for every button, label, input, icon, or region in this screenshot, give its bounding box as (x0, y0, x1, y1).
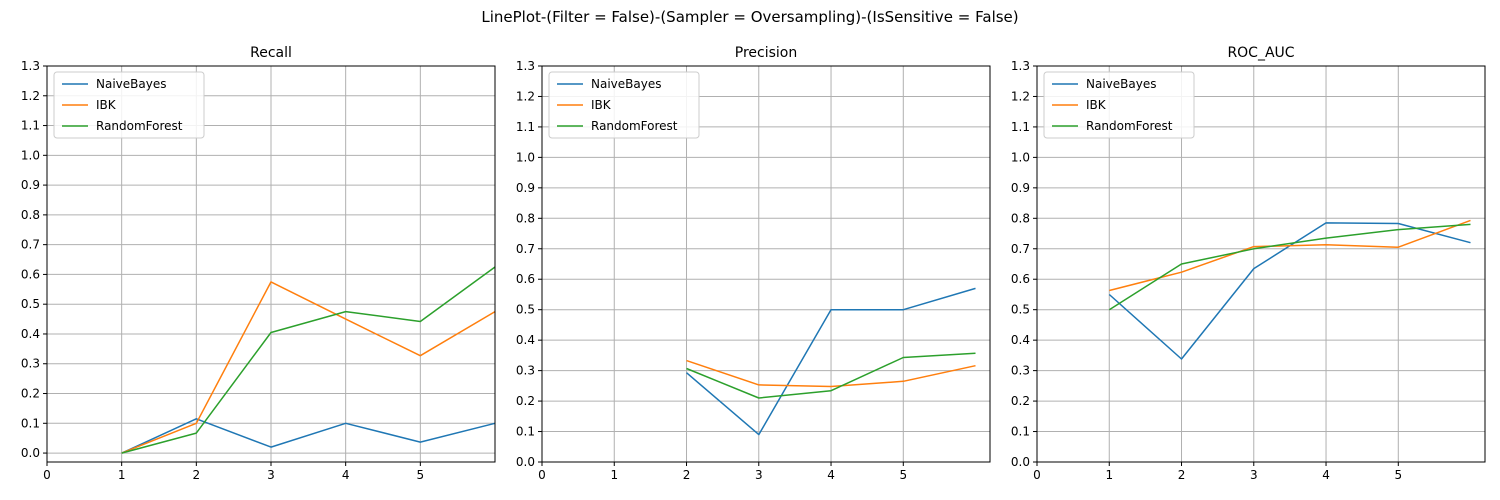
legend-box (53, 71, 205, 139)
legend-label: NaiveBayes (96, 77, 166, 91)
y-tick-label: 1.2 (516, 89, 535, 103)
x-tick-label: 3 (267, 468, 275, 482)
x-tick-label: 1 (118, 468, 126, 482)
x-tick-label: 4 (1322, 468, 1330, 482)
roc-auc-panel: ROC_AUC 0 1 2 3 4 5 0.0 0.1 0.2 0.3 0.4 0.5 0.6 0.7 0.8… (1011, 45, 1486, 482)
y-tick-label: 0.9 (21, 178, 40, 192)
y-tick-label: 1.0 (1011, 150, 1030, 164)
y-tick-label: 0.9 (1011, 181, 1030, 195)
y-tick-label: 1.0 (21, 148, 40, 162)
legend: NaiveBayes IBK RandomForest (53, 71, 205, 139)
axes-frame (541, 65, 991, 463)
legend-label: NaiveBayes (1086, 77, 1156, 91)
y-tick-label: 0.0 (1011, 455, 1030, 469)
legend-label: IBK (591, 98, 612, 112)
x-tick-label: 5 (417, 468, 425, 482)
x-tick-label: 0 (538, 468, 546, 482)
x-tick-label: 0 (43, 468, 51, 482)
y-tick-label: 0.8 (516, 211, 535, 225)
y-tick-label: 1.3 (516, 59, 535, 73)
x-tick-label: 5 (1394, 468, 1402, 482)
y-tick-label: 1.0 (516, 150, 535, 164)
x-tick-label: 2 (1178, 468, 1186, 482)
x-tick-label: 0 (1033, 468, 1041, 482)
x-tick-label: 2 (193, 468, 201, 482)
series-line-naivebayes (121, 418, 496, 454)
y-tick-label: 0.2 (1011, 394, 1030, 408)
y-tick-label: 1.3 (1011, 59, 1030, 73)
x-tick-label: 4 (827, 468, 835, 482)
y-tick-label: 0.3 (21, 357, 40, 371)
y-tick-label: 0.7 (516, 242, 535, 256)
series-line-ibk (121, 281, 496, 454)
recall-panel: Recall 0 1 2 3 4 5 0.0 0.1 0.2 0.3 0.4 0.5 0.6 0.7 0.8 0… (21, 45, 496, 482)
y-tick-label: 1.1 (1011, 120, 1030, 134)
x-tick-label: 4 (342, 468, 350, 482)
legend: NaiveBayes IBK RandomForest (1043, 71, 1195, 139)
y-tick-label: 1.1 (21, 119, 40, 133)
y-tick-label: 0.5 (21, 297, 40, 311)
y-tick-label: 0.8 (1011, 211, 1030, 225)
y-tick-label: 0.2 (516, 394, 535, 408)
legend-label: RandomForest (591, 119, 678, 133)
y-tick-label: 1.1 (516, 120, 535, 134)
y-tick-label: 0.1 (21, 416, 40, 430)
y-tick-label: 0.9 (516, 181, 535, 195)
legend-label: IBK (96, 98, 117, 112)
series-line-naivebayes (686, 287, 976, 436)
y-tick-label: 0.0 (516, 455, 535, 469)
x-tick-label: 5 (899, 468, 907, 482)
precision-panel: Precision 0 1 2 3 4 5 0.0 0.1 0.2 0.3 0.4 0.5 0.6 0.7 0… (516, 45, 991, 482)
y-tick-label: 0.7 (21, 238, 40, 252)
y-tick-label: 0.4 (1011, 333, 1030, 347)
panel-title: Precision (735, 45, 797, 61)
panel-title: ROC_AUC (1227, 45, 1294, 61)
y-tick-label: 1.2 (21, 89, 40, 103)
legend: NaiveBayes IBK RandomForest (548, 71, 700, 139)
x-tick-label: 3 (755, 468, 763, 482)
figure-title: LinePlot-(Filter = False)-(Sampler = Ove… (481, 8, 1018, 26)
legend-label: RandomForest (1086, 119, 1173, 133)
y-tick-label: 0.8 (21, 208, 40, 222)
legend-box (1043, 71, 1195, 139)
y-tick-label: 0.2 (21, 387, 40, 401)
y-tick-label: 0.6 (1011, 272, 1030, 286)
y-tick-label: 0.4 (21, 327, 40, 341)
legend-label: RandomForest (96, 119, 183, 133)
y-tick-label: 0.7 (1011, 242, 1030, 256)
y-tick-label: 0.0 (21, 446, 40, 460)
legend-label: IBK (1086, 98, 1107, 112)
series-line-ibk (686, 359, 976, 388)
series-line-ibk (1109, 219, 1471, 292)
y-tick-label: 0.3 (516, 364, 535, 378)
x-tick-label: 1 (610, 468, 618, 482)
series-line-randomforest (121, 266, 496, 454)
y-tick-label: 0.1 (1011, 425, 1030, 439)
y-tick-label: 1.3 (21, 59, 40, 73)
x-tick-label: 3 (1250, 468, 1258, 482)
y-tick-label: 0.6 (516, 272, 535, 286)
y-tick-label: 1.2 (1011, 89, 1030, 103)
y-tick-label: 0.3 (1011, 364, 1030, 378)
axes-frame (1036, 65, 1486, 463)
y-tick-label: 0.5 (516, 303, 535, 317)
y-tick-label: 0.6 (21, 267, 40, 281)
legend-box (548, 71, 700, 139)
x-tick-label: 2 (683, 468, 691, 482)
y-tick-label: 0.1 (516, 425, 535, 439)
y-tick-label: 0.4 (516, 333, 535, 347)
legend-label: NaiveBayes (591, 77, 661, 91)
x-tick-label: 1 (1105, 468, 1113, 482)
series-line-randomforest (686, 352, 976, 399)
panel-title: Recall (250, 45, 292, 61)
series-line-randomforest (1108, 223, 1471, 311)
y-tick-label: 0.5 (1011, 303, 1030, 317)
